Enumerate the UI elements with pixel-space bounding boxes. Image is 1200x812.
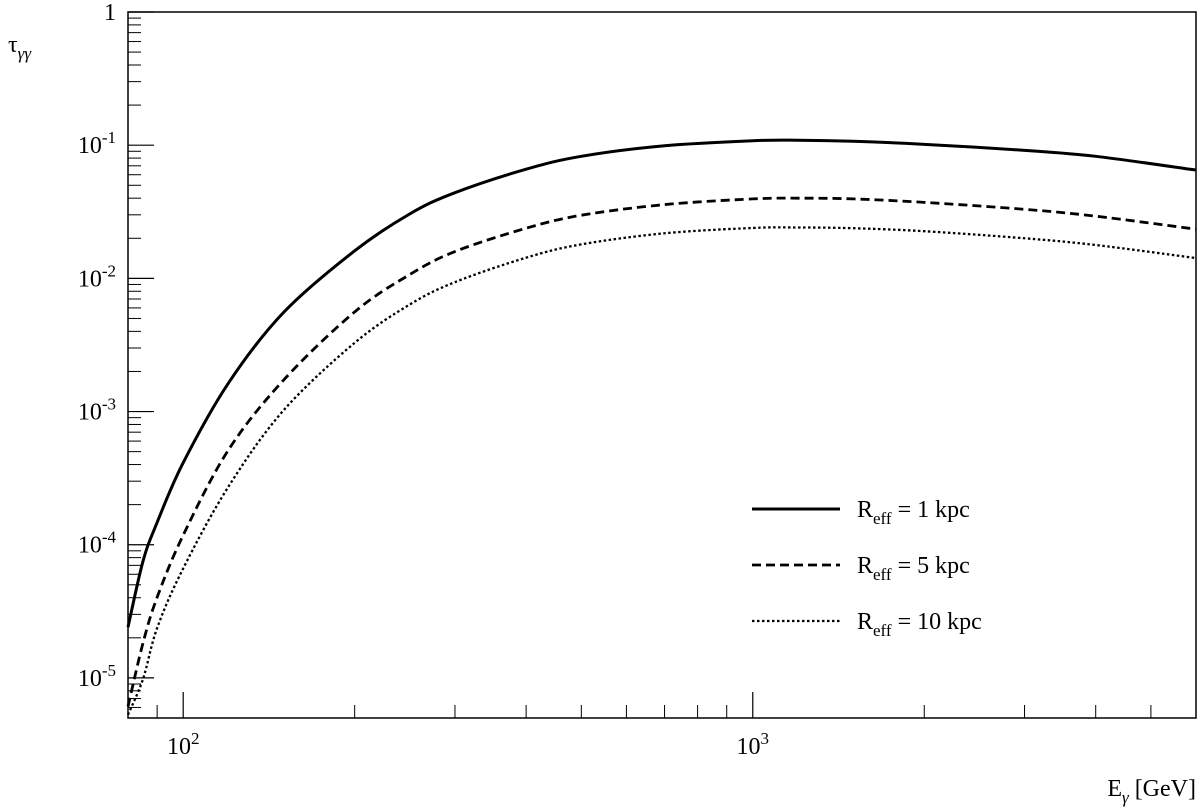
legend-label-main: R [857, 609, 873, 635]
x-axis-label: Eγ [GeV] [1107, 776, 1196, 807]
x-tick-base: 10 [737, 734, 761, 760]
y-tick-label: 1 [104, 0, 116, 26]
x-axis-label-rest: [GeV] [1129, 776, 1196, 802]
legend-label-1: Reff = 1 kpc [857, 497, 970, 528]
legend-label-rest: = 5 kpc [892, 553, 970, 579]
y-tick-base: 10 [78, 400, 102, 426]
y-tick-label: 10-3 [78, 395, 116, 426]
y-axis-label: τγγ [8, 32, 32, 63]
legend-label-main: R [857, 553, 873, 579]
series-lines [126, 138, 1197, 716]
y-tick-base: 10 [78, 266, 102, 292]
y-tick-exponent: -2 [102, 261, 116, 280]
y-tick-label: 10-2 [78, 261, 116, 292]
legend-label-sub: eff [873, 621, 892, 640]
y-tick-base: 10 [78, 133, 102, 159]
series-line-3 [126, 226, 1197, 716]
x-tick-label: 103 [737, 729, 770, 760]
x-axis-label-main: E [1107, 776, 1122, 802]
legend-label-2: Reff = 5 kpc [857, 553, 970, 584]
y-axis-label-main: τ [8, 32, 18, 58]
legend-label-sub: eff [873, 565, 892, 584]
y-tick-exponent: -4 [102, 528, 117, 547]
plot-frame [127, 11, 1197, 719]
y-tick-base: 10 [78, 666, 102, 692]
x-tick-label: 102 [167, 729, 200, 760]
series-line-2 [126, 196, 1197, 707]
x-tick-exponent: 3 [761, 729, 770, 748]
legend-label-main: R [857, 497, 873, 523]
x-axis-ticks: 102 103 [167, 692, 769, 760]
x-tick-base: 10 [167, 734, 191, 760]
legend-label-3: Reff = 10 kpc [857, 609, 982, 640]
y-tick-base: 1 [104, 0, 116, 26]
legend-label-sub: eff [873, 509, 892, 528]
y-tick-label: 10-5 [78, 661, 116, 692]
x-minor-ticks [127, 705, 1197, 718]
legend-label-rest: = 1 kpc [892, 497, 970, 523]
y-tick-exponent: -5 [102, 661, 116, 680]
y-axis-ticks: 110-110-210-310-410-5 [78, 0, 154, 692]
y-axis-label-sub: γγ [18, 44, 33, 63]
x-axis-label-sub: γ [1122, 788, 1130, 807]
series-line-1 [126, 138, 1197, 628]
legend-label-rest: = 10 kpc [892, 609, 982, 635]
y-tick-label: 10-4 [78, 528, 117, 559]
y-tick-exponent: -1 [102, 128, 116, 147]
y-tick-exponent: -3 [102, 395, 116, 414]
y-tick-label: 10-1 [78, 128, 116, 159]
x-tick-exponent: 2 [191, 729, 200, 748]
y-tick-base: 10 [78, 533, 102, 559]
